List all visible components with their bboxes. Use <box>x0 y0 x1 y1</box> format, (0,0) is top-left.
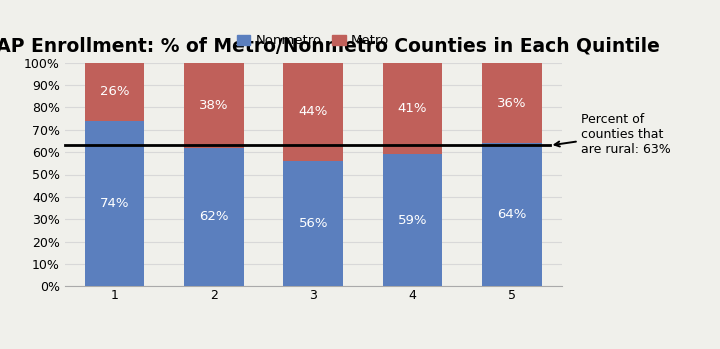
Text: 64%: 64% <box>498 208 526 221</box>
Bar <box>482 143 541 286</box>
Text: 62%: 62% <box>199 210 228 223</box>
Bar <box>482 63 541 143</box>
Bar <box>383 63 442 154</box>
Text: 74%: 74% <box>100 197 129 210</box>
Text: 26%: 26% <box>100 86 129 98</box>
Legend: Nonmetro, Metro: Nonmetro, Metro <box>232 29 395 53</box>
Text: 56%: 56% <box>299 217 328 230</box>
Bar <box>284 161 343 286</box>
Text: 59%: 59% <box>398 214 427 227</box>
Bar <box>184 148 243 286</box>
Text: 41%: 41% <box>398 102 427 115</box>
Title: SNAP Enrollment: % of Metro/Nonmetro Counties in Each Quintile: SNAP Enrollment: % of Metro/Nonmetro Cou… <box>0 37 660 56</box>
Bar <box>85 63 144 121</box>
Bar <box>284 63 343 161</box>
Bar <box>184 63 243 148</box>
Bar <box>85 121 144 286</box>
Text: Percent of
counties that
are rural: 63%: Percent of counties that are rural: 63% <box>554 113 671 156</box>
Text: 38%: 38% <box>199 99 228 112</box>
Text: 44%: 44% <box>299 105 328 118</box>
Bar <box>383 154 442 286</box>
Text: 36%: 36% <box>498 97 526 110</box>
